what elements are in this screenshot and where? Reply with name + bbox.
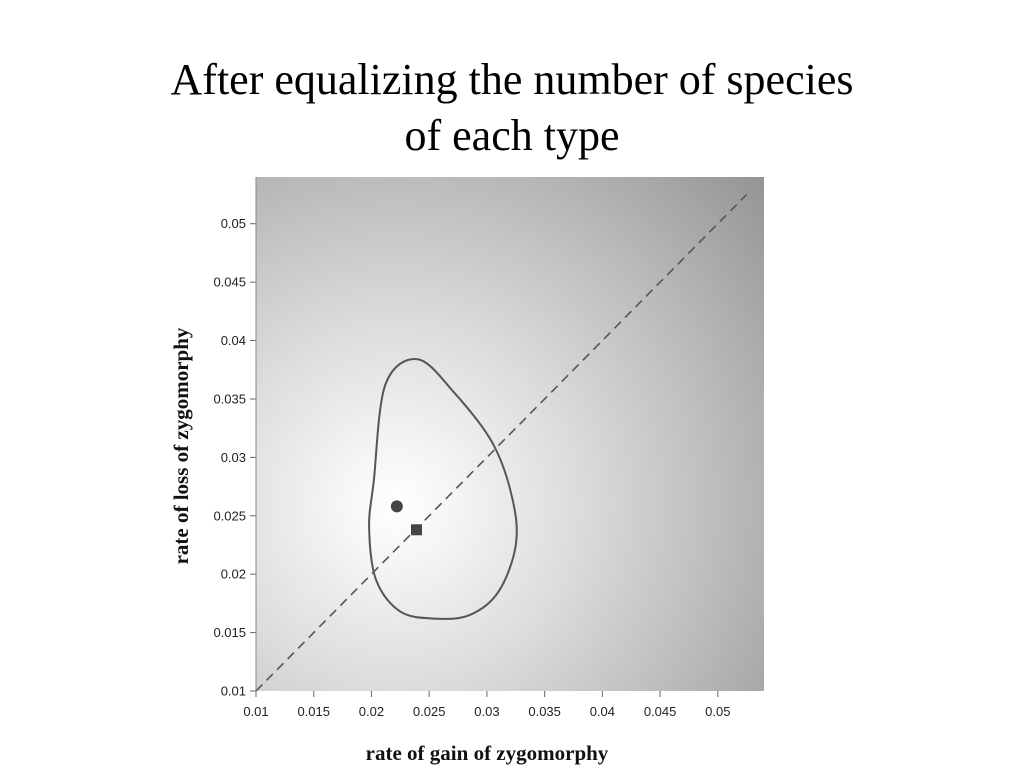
title-line-2: of each type — [404, 111, 620, 160]
y-tick-label: 0.025 — [213, 508, 246, 523]
y-tick-label: 0.045 — [213, 275, 246, 290]
x-tick-label: 0.04 — [590, 704, 615, 719]
x-tick-label: 0.03 — [474, 704, 499, 719]
contour-line — [368, 358, 518, 620]
x-tick-label: 0.015 — [297, 704, 330, 719]
y-tick-label: 0.02 — [221, 567, 246, 582]
point-circle — [390, 500, 403, 513]
x-axis-label: rate of gain of zygomorphy — [366, 741, 609, 765]
y-tick-label: 0.01 — [221, 684, 246, 699]
diagonal-reference-line — [255, 193, 748, 692]
x-tick-label: 0.05 — [705, 704, 730, 719]
y-axis-label: rate of loss of zygomorphy — [169, 327, 193, 564]
x-tick-label: 0.035 — [528, 704, 561, 719]
y-tick-label: 0.015 — [213, 625, 246, 640]
y-tick-label: 0.04 — [221, 333, 246, 348]
x-tick-label: 0.02 — [359, 704, 384, 719]
y-tick-label: 0.05 — [221, 216, 246, 231]
x-tick-label: 0.045 — [644, 704, 677, 719]
title-line-1: After equalizing the number of species — [170, 55, 854, 104]
x-tick-label: 0.01 — [243, 704, 268, 719]
y-tick-label: 0.035 — [213, 391, 246, 406]
x-tick-label: 0.025 — [413, 704, 446, 719]
slide-title: After equalizing the number of species o… — [0, 52, 1024, 164]
point-square — [410, 524, 422, 536]
y-tick-label: 0.03 — [221, 450, 246, 465]
